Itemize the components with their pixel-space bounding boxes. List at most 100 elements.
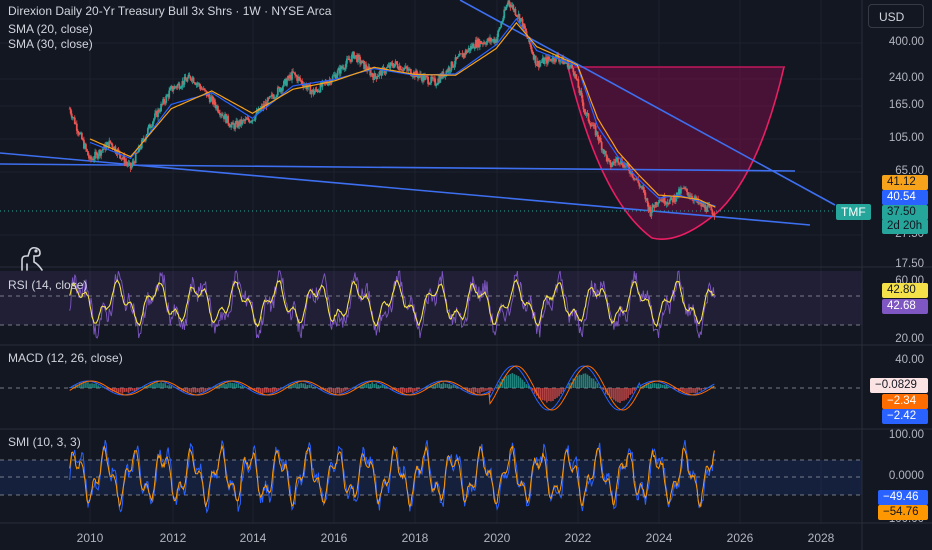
macd-hist-bar <box>178 388 181 390</box>
candle-body <box>240 119 243 125</box>
candle-body <box>516 15 519 17</box>
macd-hist-bar <box>101 387 103 388</box>
macd-legend[interactable]: MACD (12, 26, close) <box>8 351 123 365</box>
candle-body <box>455 57 458 59</box>
candle-body <box>668 200 671 205</box>
macd-hist-bar <box>525 384 528 388</box>
sma30-legend[interactable]: SMA (30, close) <box>8 37 93 51</box>
candle-body <box>658 200 661 203</box>
macd-hist-bar <box>700 388 702 391</box>
candle-body <box>72 117 75 119</box>
candle-body <box>585 112 588 115</box>
candle-body <box>501 21 504 24</box>
candle-body <box>308 84 311 86</box>
candle-body <box>306 87 309 90</box>
candle-body <box>582 102 585 110</box>
macd-hist-bar <box>310 385 313 388</box>
smi-signal-badge: −54.76 <box>878 505 928 520</box>
x-tick: 2016 <box>320 531 348 545</box>
macd-hist-bar <box>158 383 160 388</box>
candle-body <box>150 126 152 129</box>
candle-body <box>489 37 491 42</box>
candle-body <box>131 161 134 166</box>
macd-series <box>68 365 715 411</box>
macd-hist-bar <box>326 388 329 392</box>
macd-hist-bar <box>651 383 654 388</box>
candle-body <box>690 196 692 197</box>
candle-body <box>75 123 78 131</box>
candle-body <box>335 75 338 79</box>
candle-body <box>533 55 536 60</box>
candle-body <box>649 206 652 217</box>
candle-body <box>254 114 257 120</box>
candle-body <box>402 68 405 71</box>
macd-hist-bar <box>479 388 481 394</box>
candle-body <box>483 42 485 44</box>
macd-hist-bar <box>196 388 199 393</box>
candle-body <box>357 55 359 62</box>
candle-body <box>688 195 690 197</box>
macd-hist-bar <box>225 384 227 388</box>
candle-body <box>327 82 330 86</box>
candle-body <box>629 170 632 174</box>
candle-body <box>266 97 269 107</box>
candle-body <box>594 125 597 136</box>
macd-hist-bar <box>686 388 688 394</box>
macd-hist-bar <box>261 388 264 394</box>
macd-hist-bar <box>613 388 615 400</box>
candle-body <box>643 189 646 193</box>
candle-body <box>421 76 423 82</box>
macd-hist-bar <box>369 383 372 388</box>
macd-hist-bar <box>647 383 650 388</box>
macd-hist-bar <box>314 386 317 388</box>
candle-body <box>272 96 275 99</box>
macd-hist-bar <box>566 386 568 388</box>
macd-hist-bar <box>304 383 307 388</box>
trendline-lower <box>0 152 811 226</box>
macd-hist-bar <box>276 388 278 391</box>
candle-body <box>125 161 128 164</box>
macd-hist-bar <box>211 388 213 389</box>
candle-body <box>207 93 210 97</box>
candle-body <box>474 39 477 49</box>
candle-body <box>117 149 120 151</box>
bar-countdown-badge: 2d 20h <box>882 219 928 234</box>
candle-body <box>703 204 706 207</box>
candle-body <box>318 90 321 93</box>
macd-hist-bar <box>186 388 189 393</box>
candle-body <box>484 42 486 44</box>
macd-hist-bar <box>537 388 540 399</box>
candle-body <box>218 111 220 114</box>
sma20-legend[interactable]: SMA (20, close) <box>8 22 93 36</box>
macd-hist-bar <box>363 383 365 388</box>
macd-hist-bar <box>215 385 217 388</box>
candle-body <box>621 159 623 165</box>
candle-body <box>592 124 595 127</box>
candle-body <box>583 109 586 112</box>
macd-hist-bar <box>560 388 562 394</box>
rsi-legend[interactable]: RSI (14, close) <box>8 278 88 292</box>
candle-body <box>579 90 582 93</box>
candle-body <box>683 187 685 189</box>
currency-button[interactable]: USD <box>868 4 924 28</box>
candle-body <box>259 108 262 111</box>
candle-body <box>68 108 71 110</box>
candle-body <box>639 186 642 187</box>
macd-hist-bar <box>119 388 122 393</box>
macd-hist-bar <box>231 382 233 388</box>
candle-body <box>184 76 187 80</box>
smi-legend[interactable]: SMI (10, 3, 3) <box>8 435 81 449</box>
candle-body <box>85 144 87 150</box>
candle-body <box>438 78 441 83</box>
macd-hist-bar <box>533 388 536 394</box>
candle-body <box>504 9 507 11</box>
macd-hist-bar <box>213 386 215 388</box>
candle-body <box>128 162 131 164</box>
candle-body <box>518 14 521 22</box>
candle-body <box>123 155 126 164</box>
candle-body <box>236 120 239 128</box>
candle-body <box>181 80 184 87</box>
candle-body <box>392 66 395 68</box>
candle-body <box>425 75 427 77</box>
